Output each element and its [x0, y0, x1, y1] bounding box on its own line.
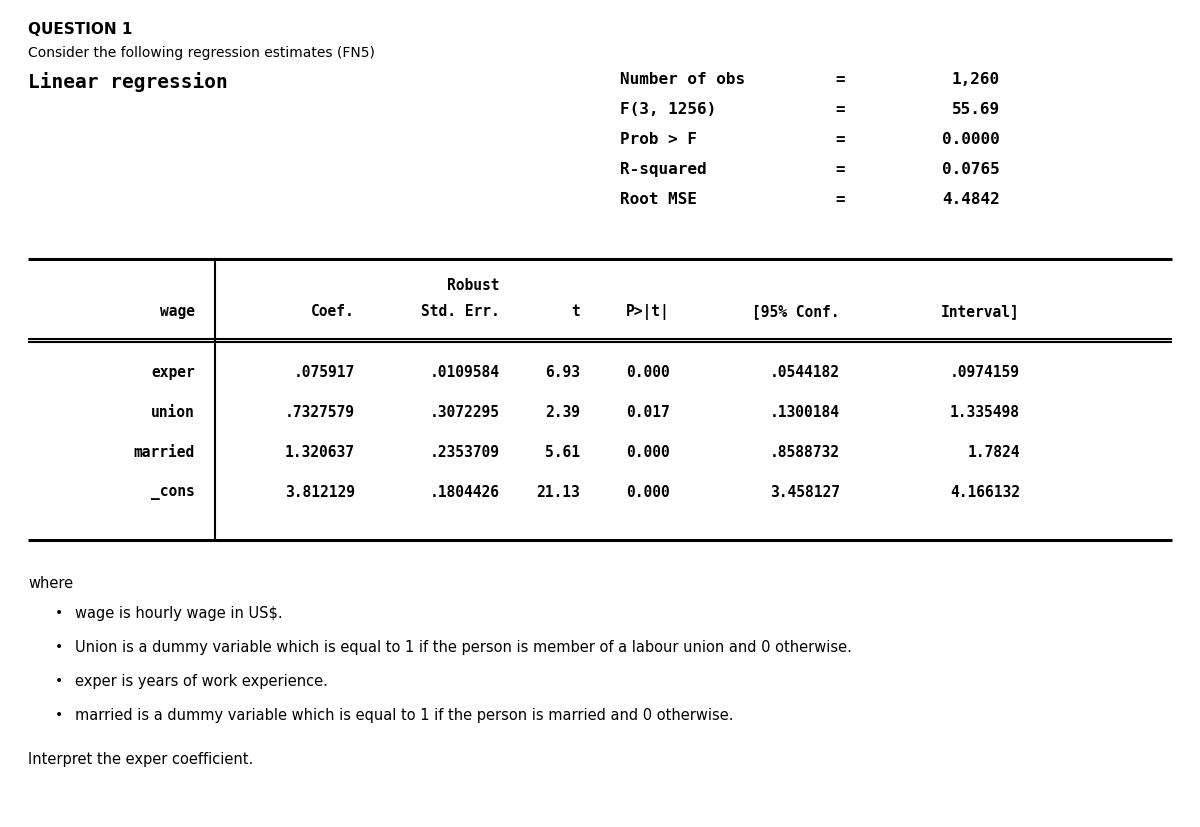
Text: 3.812129: 3.812129	[286, 485, 355, 500]
Text: Coef.: Coef.	[311, 304, 355, 318]
Text: 0.0000: 0.0000	[942, 131, 1000, 147]
Text: •: •	[55, 639, 64, 653]
Text: .7327579: .7327579	[286, 404, 355, 419]
Text: =: =	[835, 192, 845, 207]
Text: 0.0765: 0.0765	[942, 162, 1000, 177]
Text: =: =	[835, 131, 845, 147]
Text: 4.166132: 4.166132	[950, 485, 1020, 500]
Text: 5.61: 5.61	[545, 444, 580, 460]
Text: 3.458127: 3.458127	[770, 485, 840, 500]
Text: QUESTION 1: QUESTION 1	[28, 22, 132, 37]
Text: 1.320637: 1.320637	[286, 444, 355, 460]
Text: F(3, 1256): F(3, 1256)	[620, 102, 716, 117]
Text: .0109584: .0109584	[430, 365, 500, 380]
Text: married: married	[133, 444, 194, 460]
Text: .1300184: .1300184	[770, 404, 840, 419]
Text: 1,260: 1,260	[952, 72, 1000, 87]
Text: .8588732: .8588732	[770, 444, 840, 460]
Text: .0974159: .0974159	[950, 365, 1020, 380]
Text: 6.93: 6.93	[545, 365, 580, 380]
Text: 55.69: 55.69	[952, 102, 1000, 117]
Text: .1804426: .1804426	[430, 485, 500, 500]
Text: Robust: Robust	[448, 278, 500, 293]
Text: .3072295: .3072295	[430, 404, 500, 419]
Text: =: =	[835, 72, 845, 87]
Text: •: •	[55, 673, 64, 687]
Text: wage is hourly wage in US$.: wage is hourly wage in US$.	[74, 605, 283, 620]
Text: Interpret the exper coefficient.: Interpret the exper coefficient.	[28, 751, 253, 766]
Text: 4.4842: 4.4842	[942, 192, 1000, 207]
Text: 2.39: 2.39	[545, 404, 580, 419]
Text: =: =	[835, 102, 845, 117]
Text: t: t	[571, 304, 580, 318]
Text: Consider the following regression estimates (FN5): Consider the following regression estima…	[28, 46, 374, 60]
Text: 21.13: 21.13	[536, 485, 580, 500]
Text: exper is years of work experience.: exper is years of work experience.	[74, 673, 328, 688]
Text: 0.000: 0.000	[626, 444, 670, 460]
Text: Interval]: Interval]	[941, 304, 1020, 318]
Text: 0.000: 0.000	[626, 485, 670, 500]
Text: _cons: _cons	[151, 485, 194, 500]
Text: .0544182: .0544182	[770, 365, 840, 380]
Text: Std. Err.: Std. Err.	[421, 304, 500, 318]
Text: [95% Conf.: [95% Conf.	[752, 304, 840, 318]
Text: .2353709: .2353709	[430, 444, 500, 460]
Text: •: •	[55, 707, 64, 721]
Text: 0.017: 0.017	[626, 404, 670, 419]
Text: union: union	[151, 404, 194, 419]
Text: where: where	[28, 576, 73, 590]
Text: .075917: .075917	[294, 365, 355, 380]
Text: Number of obs: Number of obs	[620, 72, 745, 87]
Text: Union is a dummy variable which is equal to 1 if the person is member of a labou: Union is a dummy variable which is equal…	[74, 639, 852, 654]
Text: Linear regression: Linear regression	[28, 72, 228, 92]
Text: 0.000: 0.000	[626, 365, 670, 380]
Text: Root MSE: Root MSE	[620, 192, 697, 207]
Text: R-squared: R-squared	[620, 162, 707, 177]
Text: married is a dummy variable which is equal to 1 if the person is married and 0 o: married is a dummy variable which is equ…	[74, 707, 733, 722]
Text: 1.335498: 1.335498	[950, 404, 1020, 419]
Text: P>|t|: P>|t|	[626, 304, 670, 319]
Text: =: =	[835, 162, 845, 177]
Text: 1.7824: 1.7824	[967, 444, 1020, 460]
Text: wage: wage	[160, 304, 194, 318]
Text: exper: exper	[151, 365, 194, 380]
Text: •: •	[55, 605, 64, 619]
Text: Prob > F: Prob > F	[620, 131, 697, 147]
